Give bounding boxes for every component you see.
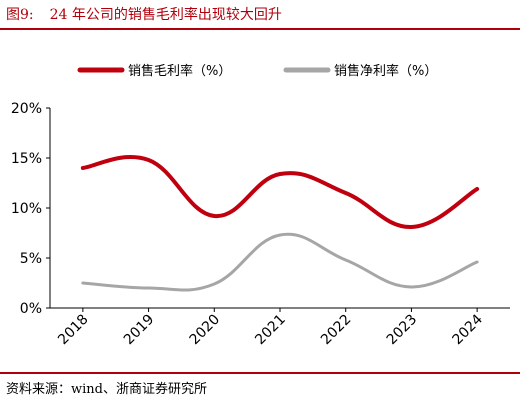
title-rule (0, 28, 520, 30)
x-tick-label: 2024 (449, 311, 486, 348)
y-tick-label: 15% (11, 151, 42, 167)
source-rule (0, 372, 520, 374)
y-tick-label: 0% (20, 301, 42, 317)
x-tick-label: 2020 (187, 312, 224, 349)
x-tick-label: 2023 (384, 312, 421, 349)
x-tick-label: 2019 (121, 312, 158, 349)
x-tick-label: 2018 (55, 312, 92, 349)
y-tick-label: 10% (11, 201, 42, 217)
legend-label-net-margin: 销售净利率（%） (334, 63, 437, 79)
y-tick-label: 5% (20, 251, 42, 267)
figure-title: 图9: 24 年公司的销售毛利率出现较大回升 (6, 4, 282, 24)
y-ticks: 0% 5% 10% 15% 20% (11, 101, 50, 317)
line-chart: 销售毛利率（%） 销售净利率（%） 0% 5% 10% 15% 20% 2018 2019… (11, 63, 510, 348)
series-lines (80, 154, 480, 292)
x-ticks: 2018 2019 2020 2021 2022 2023 2024 (55, 308, 486, 348)
source-note: 资料来源：wind、浙商证券研究所 (6, 382, 207, 397)
series-line-net-margin (81, 232, 479, 292)
y-tick-label: 20% (11, 101, 42, 117)
x-tick-label: 2021 (252, 312, 289, 349)
figure-number: 图9: (6, 7, 34, 23)
legend-label-gross-margin: 销售毛利率（%） (128, 63, 231, 79)
series-line-gross-margin (80, 154, 480, 230)
x-tick-label: 2022 (318, 312, 355, 349)
figure-title-text: 24 年公司的销售毛利率出现较大回升 (49, 7, 282, 23)
legend: 销售毛利率（%） 销售净利率（%） (77, 63, 437, 79)
